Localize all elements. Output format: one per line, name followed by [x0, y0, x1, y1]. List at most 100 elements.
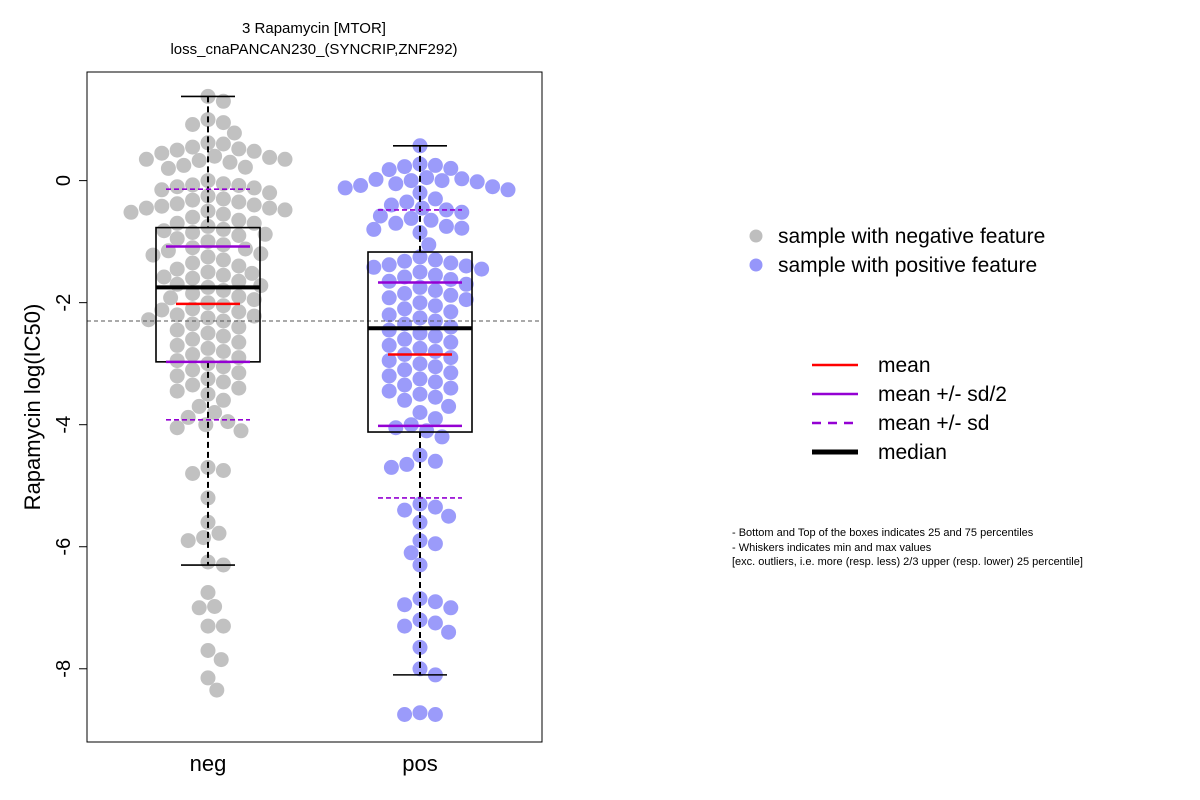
data-point-pos: [443, 272, 459, 287]
data-point-pos: [381, 368, 397, 384]
data-point-neg: [185, 377, 201, 393]
data-point-neg: [215, 392, 231, 408]
data-point-neg: [169, 383, 185, 399]
data-point-pos: [427, 707, 443, 722]
data-point-pos: [427, 374, 443, 390]
data-point-neg: [200, 643, 216, 658]
data-point-pos: [353, 178, 369, 193]
data-point-neg: [257, 226, 273, 242]
data-point-pos: [397, 331, 413, 347]
data-point-neg: [215, 374, 231, 390]
data-point-neg: [169, 420, 185, 436]
data-point-pos: [441, 508, 457, 524]
data-point-neg: [176, 157, 192, 173]
data-point-pos: [412, 249, 428, 265]
y-tick-label: -2: [53, 294, 75, 312]
data-point-pos: [412, 264, 428, 280]
data-point-neg: [231, 178, 247, 193]
data-point-pos: [434, 429, 450, 445]
data-point-pos: [372, 208, 388, 224]
data-point-neg: [262, 149, 278, 165]
data-point-neg: [185, 316, 201, 332]
data-point-pos: [403, 210, 419, 226]
data-point-neg: [215, 463, 231, 478]
data-point-pos: [427, 191, 443, 207]
data-point-neg: [215, 237, 231, 253]
data-point-pos: [397, 286, 413, 301]
data-point-neg: [185, 331, 201, 347]
data-point-pos: [383, 459, 399, 475]
data-point-pos: [469, 174, 485, 190]
data-point-pos: [423, 212, 439, 228]
data-point-pos: [397, 377, 413, 393]
legend: sample with negative feature sample with …: [749, 225, 1045, 464]
data-point-neg: [215, 344, 231, 359]
axes: neg pos 0 -2 -4 -6 -8: [53, 71, 543, 776]
data-point-neg: [231, 212, 247, 228]
data-point-neg: [222, 154, 238, 170]
data-point-pos: [500, 182, 516, 198]
legend-line-label: mean +/- sd: [878, 412, 989, 435]
data-point-neg: [215, 221, 231, 237]
data-point-neg: [200, 490, 216, 506]
data-point-neg: [237, 159, 253, 175]
data-point-pos: [427, 283, 443, 298]
data-point-neg: [220, 414, 236, 430]
data-point-pos: [427, 344, 443, 359]
data-point-pos: [427, 157, 443, 173]
data-point-neg: [200, 188, 216, 204]
data-point-neg: [211, 525, 227, 541]
data-point-pos: [427, 359, 443, 375]
data-point-neg: [185, 466, 201, 481]
data-point-pos: [412, 405, 428, 420]
legend-point-label: sample with negative feature: [778, 225, 1045, 248]
data-point-neg: [246, 292, 262, 308]
data-point-pos: [381, 337, 397, 353]
y-tick-label: -4: [53, 416, 75, 434]
data-point-neg: [169, 307, 185, 323]
data-point-pos: [443, 287, 459, 303]
data-point-pos: [412, 185, 428, 201]
data-point-neg: [185, 177, 201, 193]
data-point-pos: [381, 383, 397, 399]
data-point-pos: [443, 600, 459, 616]
data-point-neg: [200, 585, 216, 600]
data-point-neg: [198, 417, 214, 433]
data-point-neg: [246, 308, 262, 324]
data-point-pos: [412, 591, 428, 607]
data-point-pos: [458, 258, 474, 274]
data-point-pos: [458, 292, 474, 308]
data-point-neg: [246, 197, 262, 213]
data-point-neg: [277, 202, 293, 218]
data-point-neg: [169, 196, 185, 212]
data-point-neg: [200, 325, 216, 341]
data-point-pos: [443, 350, 459, 366]
data-point-pos: [443, 255, 459, 271]
data-point-neg: [209, 682, 225, 698]
data-point-pos: [419, 170, 435, 186]
data-point-neg: [169, 276, 185, 292]
data-point-pos: [397, 362, 413, 378]
data-point-pos: [421, 237, 437, 253]
data-point-pos: [388, 420, 404, 436]
data-point-neg: [231, 380, 247, 396]
box-pos: [367, 251, 473, 433]
data-point-neg: [215, 191, 231, 207]
data-point-neg: [215, 328, 231, 344]
data-point-pos: [458, 276, 474, 292]
y-axis-label: Rapamycin log(IC50): [20, 304, 45, 511]
data-point-pos: [427, 615, 443, 631]
data-point-pos: [443, 365, 459, 381]
data-point-neg: [185, 192, 201, 208]
data-point-pos: [397, 707, 413, 722]
data-point-neg: [169, 261, 185, 277]
data-point-pos: [427, 389, 443, 405]
data-point-pos: [412, 310, 428, 326]
data-point-neg: [215, 267, 231, 283]
data-point-pos: [412, 156, 428, 172]
data-point-neg: [231, 304, 247, 320]
data-point-pos: [474, 261, 490, 277]
y-tick-label: -6: [53, 538, 75, 556]
data-point-pos: [412, 295, 428, 311]
data-point-neg: [231, 194, 247, 210]
